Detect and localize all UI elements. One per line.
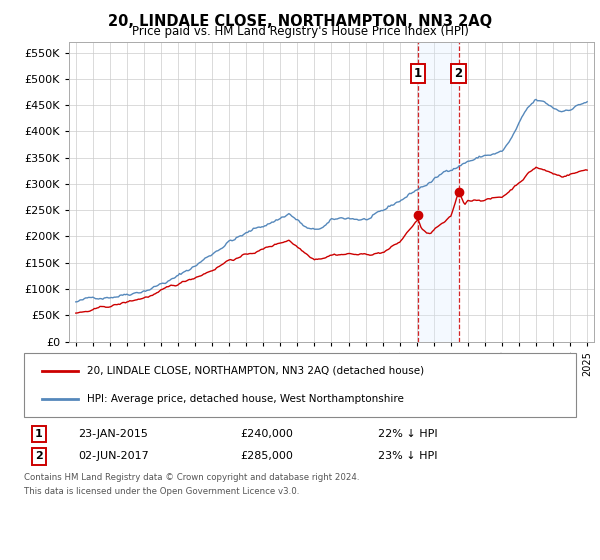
- Text: 22% ↓ HPI: 22% ↓ HPI: [378, 429, 437, 439]
- Text: 23% ↓ HPI: 23% ↓ HPI: [378, 451, 437, 461]
- Text: Contains HM Land Registry data © Crown copyright and database right 2024.: Contains HM Land Registry data © Crown c…: [24, 473, 359, 482]
- Text: 2: 2: [455, 67, 463, 80]
- Text: Price paid vs. HM Land Registry's House Price Index (HPI): Price paid vs. HM Land Registry's House …: [131, 25, 469, 38]
- Text: 2: 2: [35, 451, 43, 461]
- Text: HPI: Average price, detached house, West Northamptonshire: HPI: Average price, detached house, West…: [87, 394, 404, 404]
- Text: 1: 1: [414, 67, 422, 80]
- Text: 23-JAN-2015: 23-JAN-2015: [78, 429, 148, 439]
- Text: 20, LINDALE CLOSE, NORTHAMPTON, NN3 2AQ: 20, LINDALE CLOSE, NORTHAMPTON, NN3 2AQ: [108, 14, 492, 29]
- Text: 1: 1: [35, 429, 43, 439]
- Text: 02-JUN-2017: 02-JUN-2017: [78, 451, 149, 461]
- Text: £285,000: £285,000: [240, 451, 293, 461]
- Text: £240,000: £240,000: [240, 429, 293, 439]
- Text: This data is licensed under the Open Government Licence v3.0.: This data is licensed under the Open Gov…: [24, 487, 299, 496]
- Bar: [418, 42, 458, 342]
- Text: 20, LINDALE CLOSE, NORTHAMPTON, NN3 2AQ (detached house): 20, LINDALE CLOSE, NORTHAMPTON, NN3 2AQ …: [87, 366, 424, 376]
